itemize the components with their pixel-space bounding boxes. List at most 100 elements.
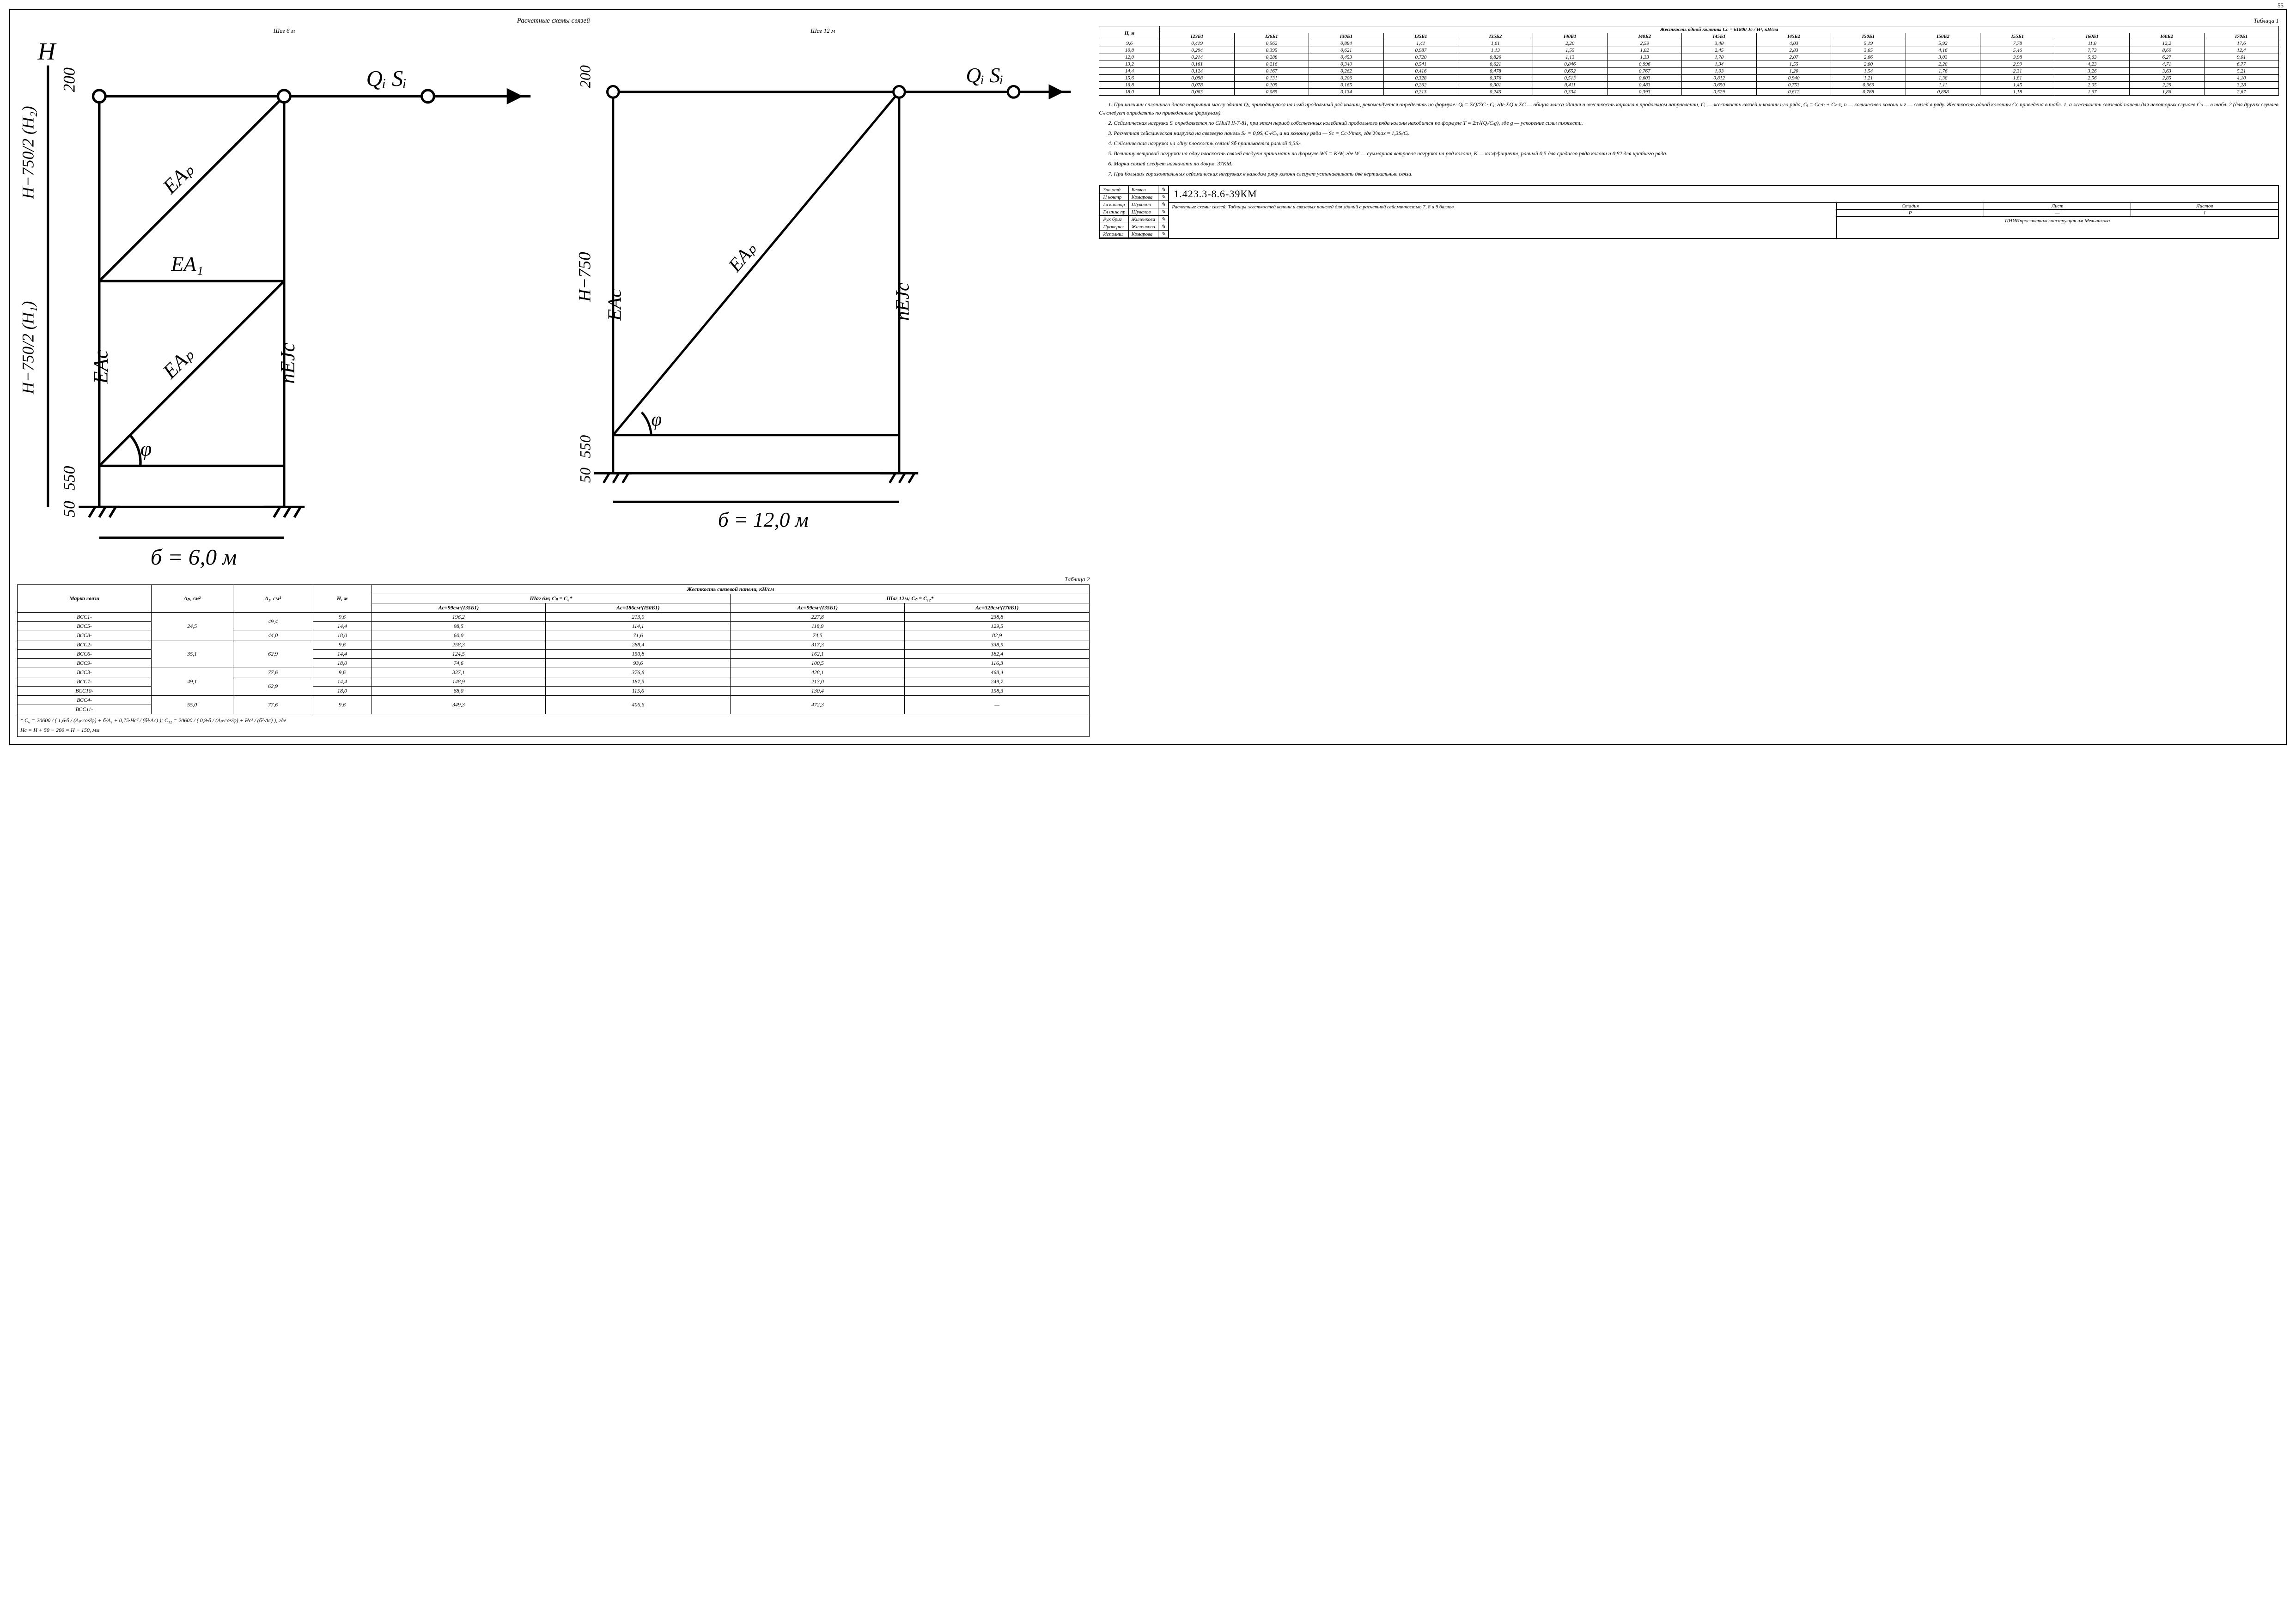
t2-cell: 158,3	[905, 686, 1090, 695]
t1-col-header: I35Б1	[1383, 33, 1458, 40]
t2-cell: 100,5	[731, 658, 905, 668]
t2-cell: 115,6	[546, 686, 731, 695]
svg-text:EAc: EAc	[89, 349, 112, 384]
t1-cell: 4,71	[2130, 61, 2204, 68]
table-row: ВСС4-55,077,69,6349,3406,6472,3—	[18, 695, 1090, 705]
t1-cell: 1,13	[1533, 54, 1607, 61]
table-row: ВСС3-49,177,69,6327,1376,8428,1468,4	[18, 668, 1090, 677]
t2-cell: 258,3	[372, 640, 546, 649]
t1-cell: 1,45	[1980, 82, 2055, 89]
note-2: 2. Сейсмическая нагрузка Sᵢ определяется…	[1099, 119, 2279, 127]
t2-cell: 238,8	[905, 612, 1090, 621]
table-row: 10,80,2940,3950,6210,9871,131,551,822,45…	[1099, 47, 2279, 54]
t1-col-header: I50Б1	[1831, 33, 1906, 40]
svg-text:EAc: EAc	[603, 289, 625, 321]
t1-cell: 5,92	[1906, 40, 1980, 47]
signature-row: Гл инж прШувалов✎	[1100, 208, 1169, 216]
t1-cell: 0,262	[1383, 82, 1458, 89]
t1-cell: 0,063	[1160, 89, 1234, 96]
t2-cell: 124,5	[372, 649, 546, 658]
t1-col-header: I26Б1	[1234, 33, 1309, 40]
t2-marka: ВСС9-	[18, 658, 152, 668]
document-description: Расчетные схемы связей. Таблицы жесткост…	[1169, 203, 1837, 238]
stadia-value: Р	[1837, 210, 1984, 216]
formula-c6c12: * C₆ = 20600 / ( 1,6·б / (Aₚ·cos³φ) + б/…	[20, 717, 1086, 724]
title-block: Зав отдБеляев✎Н контрКомарова✎Гл констрШ…	[1099, 185, 2279, 239]
t2-ap: 49,1	[151, 668, 233, 695]
t1-cell: 4,10	[2204, 75, 2279, 82]
t2-cell: 327,1	[372, 668, 546, 677]
organization: ЦНИИпроектстальконструкция им Мельникова	[1837, 217, 2278, 238]
t1-cell: 1,03	[1682, 68, 1756, 75]
t1-cell: 0,846	[1533, 61, 1607, 68]
t1-cell: 5,19	[1831, 40, 1906, 47]
t2-ap: 55,0	[151, 695, 233, 714]
signature-icon: ✎	[1158, 231, 1169, 238]
table-row: ВСС2-35,162,99,6258,3288,4317,3338,9	[18, 640, 1090, 649]
t1-cell: 2,05	[2055, 82, 2129, 89]
th-main: Жесткость одной колонны Cc = 61800 Jc / …	[1160, 26, 2279, 33]
t1-cell: 2,07	[1756, 54, 1831, 61]
role-label: Проверил	[1100, 223, 1128, 231]
t2-a1: 44,0	[233, 631, 313, 640]
t1-cell: 3,03	[1906, 54, 1980, 61]
th-a1: A₁, см²	[233, 584, 313, 612]
t2-ap: 24,5	[151, 612, 233, 640]
t2-cell: 129,5	[905, 621, 1090, 631]
t1-col-header: I30Б1	[1309, 33, 1383, 40]
t2-h: 9,6	[313, 668, 372, 677]
t1-h-cell: 18,0	[1099, 89, 1160, 96]
t2-cell: 213,0	[731, 677, 905, 686]
diagram-6m: Шаг 6 м	[17, 27, 551, 569]
t2-cell: 148,9	[372, 677, 546, 686]
t2-cell: 71,6	[546, 631, 731, 640]
t2-cell: 60,0	[372, 631, 546, 640]
svg-text:Qᵢ Sᵢ: Qᵢ Sᵢ	[966, 64, 1003, 87]
t1-cell: 1,18	[1980, 89, 2055, 96]
t1-cell: 0,753	[1756, 82, 1831, 89]
t1-cell: 0,767	[1608, 68, 1682, 75]
svg-text:nEJc: nEJc	[276, 343, 299, 384]
t1-cell: 6,27	[2130, 54, 2204, 61]
signature-row: Н контрКомарова✎	[1100, 194, 1169, 201]
t1-cell: 9,01	[2204, 54, 2279, 61]
table-row: 9,60,4190,5620,8841,411,612,202,593,484,…	[1099, 40, 2279, 47]
t1-cell: 0,213	[1383, 89, 1458, 96]
th-ap: Aₚ, см²	[151, 584, 233, 612]
left-column: Расчетные схемы связей Шаг 6 м	[17, 17, 1090, 737]
t1-cell: 4,16	[1906, 47, 1980, 54]
t1-cell: 1,78	[1682, 54, 1756, 61]
t1-cell: 1,13	[1458, 47, 1533, 54]
th-ac99: Ac=99см²(I35Б1)	[372, 603, 546, 612]
role-name: Комарова	[1128, 194, 1158, 201]
svg-text:H: H	[37, 37, 56, 65]
t2-cell: 472,3	[731, 695, 905, 714]
t2-h: 14,4	[313, 649, 372, 658]
note-7: 7. При больших горизонтальных сейсмическ…	[1099, 170, 2279, 178]
t1-h-cell: 13,2	[1099, 61, 1160, 68]
svg-text:EAₚ: EAₚ	[158, 343, 198, 383]
t1-cell: 3,98	[1980, 54, 2055, 61]
t2-marka: ВСС10-	[18, 686, 152, 695]
t2-cell: 150,8	[546, 649, 731, 658]
svg-text:550: 550	[60, 466, 78, 491]
t2-cell: 114,1	[546, 621, 731, 631]
t1-h-cell: 15,6	[1099, 75, 1160, 82]
t1-cell: 0,206	[1309, 75, 1383, 82]
t2-cell: 428,1	[731, 668, 905, 677]
th-hm: H, м	[1099, 26, 1160, 40]
svg-text:EAₚ: EAₚ	[724, 238, 761, 276]
th-ac99b: Ac=99см²(I35Б1)	[731, 603, 905, 612]
svg-text:EA₁: EA₁	[171, 252, 203, 275]
diagram-title: Расчетные схемы связей	[17, 17, 1090, 25]
t1-cell: 0,453	[1309, 54, 1383, 61]
t1-cell: 2,28	[1906, 61, 1980, 68]
t1-cell: 3,26	[2055, 68, 2129, 75]
t1-cell: 0,411	[1533, 82, 1607, 89]
t1-cell: 0,167	[1234, 68, 1309, 75]
t1-cell: 0,376	[1458, 75, 1533, 82]
role-name: Жиленкова	[1128, 223, 1158, 231]
t2-cell: 116,3	[905, 658, 1090, 668]
t2-cell: 74,5	[731, 631, 905, 640]
t1-cell: 0,393	[1608, 89, 1682, 96]
